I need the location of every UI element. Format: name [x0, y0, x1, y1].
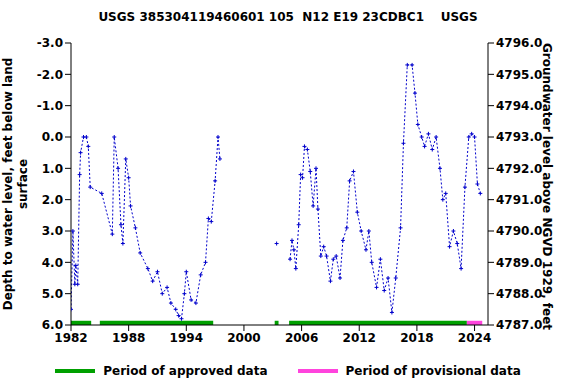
- svg-text:-3.0: -3.0: [37, 36, 63, 50]
- svg-text:4791.0: 4791.0: [496, 193, 542, 207]
- svg-text:4788.0: 4788.0: [496, 287, 542, 301]
- svg-text:4.0: 4.0: [42, 256, 63, 270]
- svg-text:4794.0: 4794.0: [496, 99, 542, 113]
- svg-text:1994: 1994: [170, 331, 203, 345]
- html-text:Depth to water level, feet bel: Depth to water level, feet below land su…: [1, 57, 30, 311]
- svg-text:-2.0: -2.0: [37, 68, 63, 82]
- svg-text:6.0: 6.0: [42, 318, 63, 332]
- svg-text:4792.0: 4792.0: [496, 162, 542, 176]
- svg-text:1.0: 1.0: [42, 162, 63, 176]
- svg-text:4790.0: 4790.0: [496, 224, 542, 238]
- svg-text:2006: 2006: [285, 331, 318, 345]
- svg-text:1988: 1988: [112, 331, 145, 345]
- svg-text:2.0: 2.0: [42, 193, 63, 207]
- svg-text:1982: 1982: [54, 331, 87, 345]
- svg-text:5.0: 5.0: [42, 287, 63, 301]
- html-text:Period of provisional data: Period of provisional data: [345, 364, 521, 378]
- svg-text:0.0: 0.0: [42, 130, 63, 144]
- svg-text:-1.0: -1.0: [37, 99, 63, 113]
- svg-text:4787.0: 4787.0: [496, 318, 542, 332]
- html-text:Groundwater level above NGVD 1: Groundwater level above NGVD 1929, feet: [540, 43, 554, 331]
- svg-text:4795.0: 4795.0: [496, 68, 542, 82]
- svg-text:4796.0: 4796.0: [496, 36, 542, 50]
- svg-text:3.0: 3.0: [42, 224, 63, 238]
- html-text:Period of approved data: Period of approved data: [103, 364, 268, 378]
- svg-text:2000: 2000: [227, 331, 260, 345]
- svg-text:4789.0: 4789.0: [496, 256, 542, 270]
- html-text:USGS 385304119460601 105 N12 E: USGS 385304119460601 105 N12 E19 23CDBC1…: [98, 10, 478, 24]
- svg-text:2024: 2024: [458, 331, 491, 345]
- svg-text:4793.0: 4793.0: [496, 130, 542, 144]
- svg-text:2012: 2012: [343, 331, 376, 345]
- svg-text:2018: 2018: [400, 331, 433, 345]
